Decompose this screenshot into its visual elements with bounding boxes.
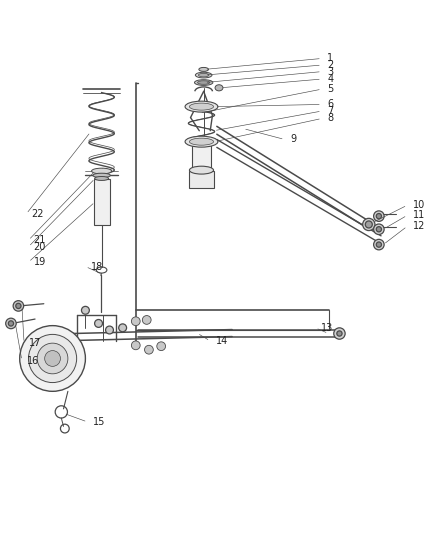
Circle shape: [363, 219, 375, 231]
Text: 11: 11: [413, 210, 425, 220]
Text: 14: 14: [215, 336, 228, 346]
Ellipse shape: [215, 85, 223, 91]
Text: 8: 8: [327, 114, 333, 124]
Ellipse shape: [195, 72, 212, 78]
Text: 10: 10: [413, 200, 425, 210]
Ellipse shape: [198, 74, 209, 77]
Circle shape: [52, 331, 65, 344]
Ellipse shape: [92, 168, 112, 174]
Text: 1: 1: [327, 53, 333, 63]
Text: 5: 5: [327, 84, 333, 94]
Text: 21: 21: [34, 235, 46, 245]
Text: 20: 20: [34, 242, 46, 252]
Circle shape: [8, 321, 14, 326]
Circle shape: [20, 326, 85, 391]
Text: 12: 12: [413, 221, 425, 231]
Circle shape: [145, 345, 153, 354]
Circle shape: [157, 342, 166, 351]
Text: 9: 9: [290, 134, 296, 144]
Circle shape: [131, 341, 140, 350]
Ellipse shape: [190, 138, 214, 145]
Circle shape: [81, 306, 89, 314]
Text: 6: 6: [327, 100, 333, 109]
Text: 22: 22: [32, 209, 44, 219]
Circle shape: [45, 351, 60, 366]
Circle shape: [119, 324, 127, 332]
Text: 17: 17: [29, 338, 42, 348]
Circle shape: [334, 328, 345, 339]
Ellipse shape: [93, 173, 110, 177]
Text: 19: 19: [34, 257, 46, 267]
Text: 4: 4: [327, 74, 333, 84]
Circle shape: [16, 303, 21, 309]
Ellipse shape: [199, 68, 208, 71]
Circle shape: [95, 319, 102, 327]
Circle shape: [374, 211, 384, 221]
Circle shape: [6, 318, 16, 329]
Text: 3: 3: [327, 67, 333, 77]
Circle shape: [365, 221, 372, 228]
Circle shape: [28, 334, 77, 383]
Circle shape: [55, 334, 61, 341]
Ellipse shape: [185, 136, 218, 147]
Circle shape: [374, 224, 384, 235]
Circle shape: [142, 316, 151, 324]
Text: 2: 2: [327, 60, 333, 70]
Text: 15: 15: [93, 417, 105, 427]
Circle shape: [131, 317, 140, 326]
Text: 7: 7: [327, 106, 333, 116]
Text: 16: 16: [27, 356, 39, 366]
Circle shape: [374, 239, 384, 250]
Ellipse shape: [194, 80, 213, 85]
Ellipse shape: [185, 101, 218, 112]
Ellipse shape: [190, 103, 214, 110]
Ellipse shape: [190, 166, 214, 174]
Bar: [94, 179, 110, 225]
Circle shape: [13, 301, 24, 311]
Ellipse shape: [95, 176, 109, 181]
Circle shape: [37, 343, 68, 374]
Text: 18: 18: [91, 262, 103, 271]
Circle shape: [376, 227, 381, 232]
Circle shape: [376, 242, 381, 247]
Text: 13: 13: [321, 323, 333, 333]
Ellipse shape: [198, 81, 210, 84]
Circle shape: [376, 214, 381, 219]
Circle shape: [106, 326, 113, 334]
Bar: [192, 142, 211, 170]
Circle shape: [337, 331, 342, 336]
Bar: [189, 171, 214, 188]
